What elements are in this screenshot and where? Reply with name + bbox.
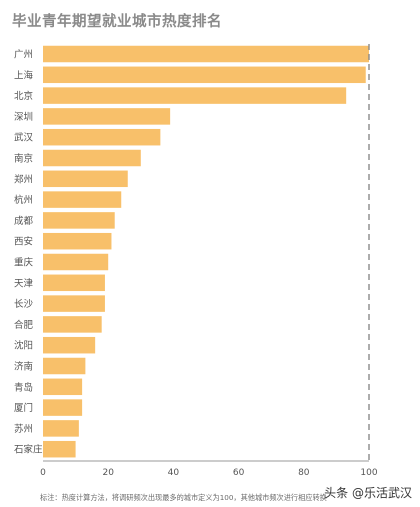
category-label: 长沙 [14,298,34,310]
footnote: 标注：热度计算方法，将调研频次出现最多的城市定义为100，其他城市频次进行相应转… [40,493,327,502]
category-label: 天津 [14,278,34,289]
bar-19 [43,420,79,437]
category-labels: 广州上海北京深圳武汉南京郑州杭州成都西安重庆天津长沙合肥沈阳济南青岛厦门苏州石家… [14,49,43,456]
bar-14 [43,316,102,333]
bar-8 [43,191,122,208]
category-label: 重庆 [14,257,34,269]
bar-5 [43,128,161,146]
bar-15 [43,336,96,354]
bar-2 [43,66,366,84]
bar-7 [43,170,128,188]
category-label: 厦门 [14,402,33,414]
bar-11 [43,253,109,271]
category-label: 苏州 [14,423,33,435]
category-label: 上海 [14,69,34,81]
bar-18 [43,399,83,416]
bar-10 [43,232,112,250]
watermark: 头条 @乐活武汉 [324,486,412,500]
category-label: 武汉 [14,132,34,144]
category-label: 合肥 [14,319,34,331]
x-tick-label: 80 [298,468,310,478]
x-tick-label: 40 [168,468,180,478]
category-label: 济南 [14,361,33,373]
bar-13 [43,295,105,312]
category-label: 沈阳 [14,340,33,352]
category-label: 北京 [14,90,33,102]
category-label: 成都 [14,215,34,227]
x-tick-label: 60 [233,468,245,478]
bars-group [43,45,369,458]
category-label: 南京 [14,153,33,165]
bar-12 [43,274,105,292]
chart-title: 毕业青年期望就业城市热度排名 [12,14,222,30]
x-tick-label: 0 [40,468,46,478]
category-label: 杭州 [14,194,33,206]
bar-6 [43,149,141,167]
bar-3 [43,87,347,104]
bar-17 [43,378,83,396]
category-label: 广州 [14,49,33,61]
x-tick-label: 20 [102,468,114,478]
bar-9 [43,212,115,229]
x-tick-label: 100 [360,468,377,478]
category-label: 郑州 [14,173,33,185]
bar-1 [43,45,369,63]
bar-16 [43,357,86,375]
bar-4 [43,108,171,125]
category-label: 西安 [14,236,33,248]
category-label: 深圳 [14,112,33,123]
x-axis-ticks: 0 20 40 60 80 100 [40,468,378,478]
bar-20 [43,440,76,458]
category-label: 石家庄 [14,444,43,456]
category-label: 青岛 [14,381,33,393]
